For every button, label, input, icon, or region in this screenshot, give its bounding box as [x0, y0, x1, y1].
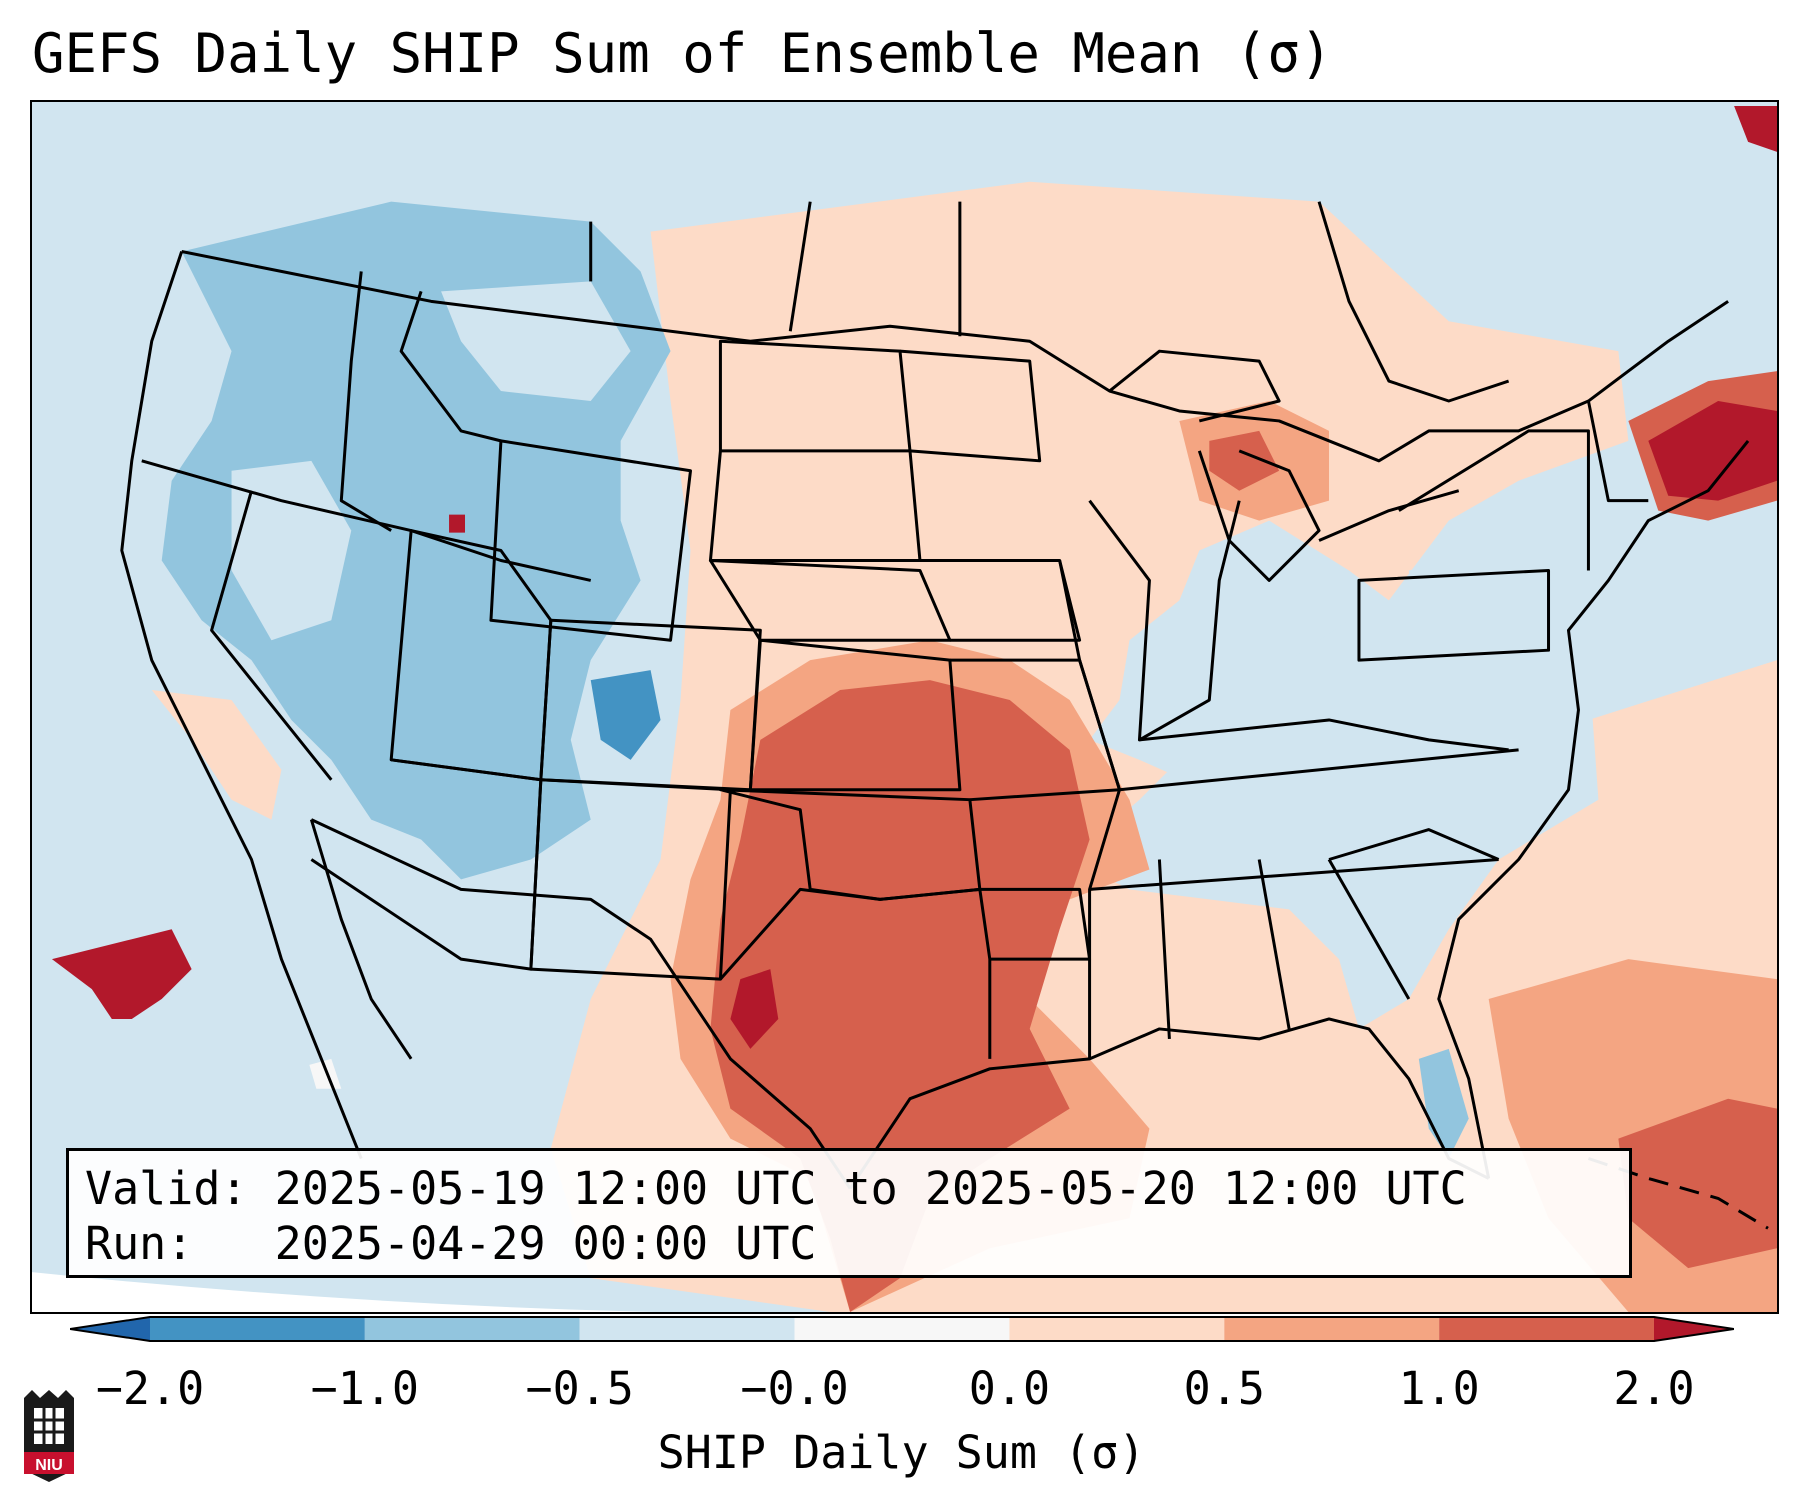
michigan-peninsula	[1197, 449, 1321, 582]
gulf-coastline	[848, 1017, 1490, 1190]
hudson-bay-coast	[1317, 201, 1510, 403]
atlantic-coastline	[1437, 439, 1750, 1179]
colorbar-bin	[1439, 1317, 1654, 1341]
anomaly-area-utah-max	[449, 514, 466, 533]
cuba-outline	[1587, 1157, 1769, 1230]
valid-label: Valid:	[85, 1162, 248, 1215]
boundary-lines	[120, 201, 1769, 1230]
anomaly-area-caribbean	[1618, 1098, 1777, 1269]
anomaly-area-great-lakes-core	[1209, 430, 1280, 491]
anomaly-area-maritimes-max	[1734, 105, 1777, 152]
lake-erie-ontario	[1318, 489, 1460, 542]
anomaly-area-southeast-neutral	[1069, 620, 1599, 1029]
anomaly-area-new-england-max	[1648, 401, 1777, 501]
run-time: 2025-04-29 00:00 UTC	[274, 1217, 817, 1270]
state-line-new-york	[1398, 429, 1590, 571]
colorbar-tick-label: −0.0	[740, 1362, 849, 1415]
colorbar-bin	[794, 1317, 1010, 1341]
niu-logo: NIU	[24, 1390, 74, 1482]
colorbar-bin	[364, 1317, 580, 1341]
colorbar	[70, 1316, 1734, 1342]
colorbar-tick-label: −2.0	[95, 1362, 205, 1415]
state-line-west-3	[339, 271, 392, 532]
colorbar-tick-label: 2.0	[1613, 1362, 1695, 1415]
anomaly-area-baja-white	[309, 1058, 342, 1089]
anomaly-area-pacific-max	[51, 929, 192, 1019]
niu-logo-text: NIU	[35, 1457, 63, 1474]
colorbar-tick-label: 1.0	[1398, 1362, 1480, 1415]
canada-province-line-2	[788, 201, 812, 332]
run-label: Run:	[85, 1217, 194, 1270]
colorbar-bin	[1009, 1317, 1225, 1341]
colorbar-bin	[579, 1317, 795, 1341]
state-line-ohio-valley	[1139, 718, 1509, 752]
anomaly-area-interior-light	[231, 460, 352, 641]
map-panel	[30, 100, 1779, 1314]
state-line-new-england	[1586, 400, 1649, 503]
state-line-pennsylvania	[1357, 568, 1551, 662]
colorbar-bin	[1654, 1317, 1734, 1341]
colorbar-label: SHIP Daily Sum (σ)	[657, 1426, 1146, 1479]
state-line-wyoming	[489, 439, 692, 642]
anomaly-area-colorado-dark	[590, 670, 661, 760]
us-mexico-border	[310, 818, 852, 1190]
state-line-utah	[389, 529, 553, 782]
state-line-texas	[719, 887, 992, 1059]
anomaly-area-west-texas-max	[730, 969, 779, 1049]
lake-superior	[1108, 349, 1281, 423]
anomaly-area-northeast-neutral	[1408, 550, 1589, 661]
valid-time-range: 2025-05-19 12:00 UTC to 2025-05-20 12:00…	[274, 1162, 1467, 1215]
baja-peninsula	[309, 819, 413, 1060]
anomaly-area-florida-negative	[1418, 1048, 1469, 1159]
state-line-carolinas	[1328, 828, 1500, 861]
anomaly-area-montana-light	[441, 281, 631, 402]
state-line-minnesota-iowa	[899, 349, 1082, 642]
us-canada-border	[181, 250, 1729, 463]
colorbar-tick-label: −0.5	[525, 1362, 634, 1415]
state-line-tennessee	[1089, 748, 1519, 891]
valid-run-info-box: Valid: 2025-05-19 12:00 UTC to 2025-05-2…	[66, 1148, 1632, 1278]
colorbar-tick-label: 0.0	[968, 1362, 1051, 1415]
colorbar-tick-label: 0.5	[1183, 1362, 1265, 1415]
state-line-illinois-indiana	[1088, 499, 1241, 742]
colorbar-bin	[70, 1317, 150, 1341]
state-line-deep-south	[1157, 858, 1411, 1039]
state-line-idaho	[399, 290, 502, 443]
west-coastline	[120, 251, 363, 1160]
out-of-domain-bottom	[32, 1272, 1030, 1312]
anomaly-map	[32, 102, 1777, 1312]
chart-title: GEFS Daily SHIP Sum of Ensemble Mean (σ)	[32, 22, 1333, 85]
state-line-west-2	[210, 490, 333, 781]
colorbar-bin	[1224, 1317, 1440, 1341]
colorbar-tick-label: −1.0	[310, 1362, 420, 1415]
colorbar-bin	[150, 1317, 365, 1341]
